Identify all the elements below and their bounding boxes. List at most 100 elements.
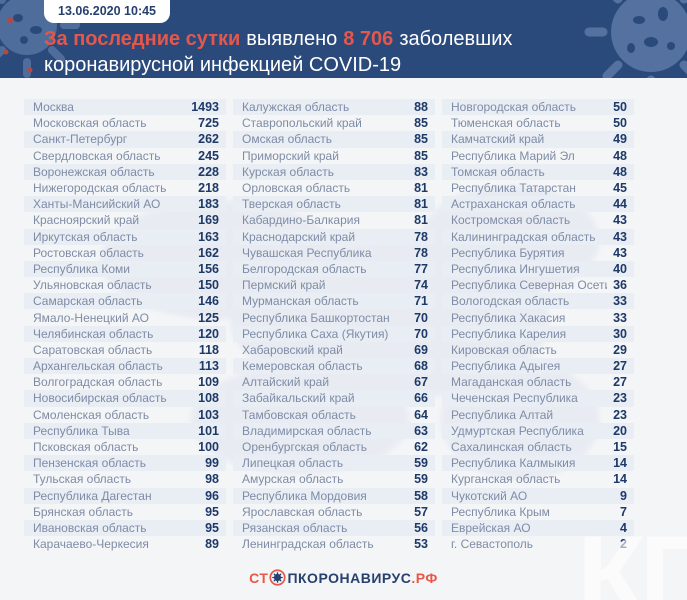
region-count: 48 bbox=[613, 148, 627, 163]
region-count: 125 bbox=[198, 310, 219, 325]
region-count: 85 bbox=[414, 132, 428, 147]
region-count: 85 bbox=[414, 148, 428, 163]
region-count: 99 bbox=[205, 456, 219, 471]
table-row: Кемеровская область 68 bbox=[233, 358, 435, 375]
region-name: Республика Саха (Якутия) bbox=[242, 326, 389, 341]
region-name: Нижегородская область bbox=[33, 181, 167, 196]
region-name: Смоленская область bbox=[33, 407, 150, 422]
region-name: Кировская область bbox=[451, 342, 557, 357]
table-row: Оренбургская область 62 bbox=[233, 439, 435, 455]
region-count: 109 bbox=[198, 375, 219, 390]
virus-icon bbox=[269, 569, 287, 586]
footer: СТ ПКОРОНАВИРУС .РФ bbox=[0, 569, 687, 586]
table-row: Забайкальский край 66 bbox=[233, 390, 435, 407]
region-count: 162 bbox=[198, 245, 219, 260]
region-count: 103 bbox=[198, 407, 219, 422]
region-count: 81 bbox=[414, 197, 428, 212]
region-name: Чувашская Республика bbox=[242, 245, 372, 260]
table-row: Ханты-Мансийский АО 183 bbox=[24, 196, 226, 213]
region-count: 89 bbox=[205, 537, 219, 552]
region-name: Московская область bbox=[33, 116, 147, 131]
region-name: Приморский край bbox=[242, 148, 339, 163]
table-row: Хабаровский край 69 bbox=[233, 342, 435, 358]
region-count: 69 bbox=[414, 342, 428, 357]
region-name: Вологодская область bbox=[451, 294, 570, 309]
region-name: Карачаево-Черкесия bbox=[33, 537, 149, 552]
table-row: Липецкая область 59 bbox=[233, 455, 435, 472]
region-count: 95 bbox=[205, 504, 219, 519]
region-count: 70 bbox=[414, 326, 428, 341]
table-row: Кабардино-Балкария 81 bbox=[233, 212, 435, 228]
table-row: Псковская область 100 bbox=[24, 439, 226, 455]
region-name: Тульская область bbox=[33, 472, 132, 487]
table-row: Республика Коми 156 bbox=[24, 260, 226, 278]
table-row: Республика Хакасия 33 bbox=[442, 309, 634, 325]
region-count: 113 bbox=[198, 359, 219, 374]
region-name: Ульяновская область bbox=[33, 278, 152, 293]
region-name: Иркутская область bbox=[33, 229, 138, 244]
region-name: Республика Коми bbox=[33, 261, 130, 276]
table-row: Ивановская область 95 bbox=[24, 519, 226, 537]
region-name: Хабаровский край bbox=[242, 342, 343, 357]
region-count: 100 bbox=[198, 440, 219, 455]
region-name: Алтайский край bbox=[242, 375, 330, 390]
region-name: Тюменская область bbox=[451, 116, 561, 131]
region-count: 53 bbox=[414, 537, 428, 552]
region-count: 43 bbox=[613, 213, 627, 228]
region-count: 14 bbox=[613, 472, 627, 487]
region-name: Амурская область bbox=[242, 472, 344, 487]
headline-count: 8 706 bbox=[343, 28, 394, 50]
table-row: Курская область 83 bbox=[233, 163, 435, 180]
region-name: Пензенская область bbox=[33, 456, 147, 471]
table-row: Новосибирская область 108 bbox=[24, 390, 226, 407]
table-row: Томская область 48 bbox=[442, 163, 634, 180]
region-name: Рязанская область bbox=[242, 520, 348, 535]
table-row: Смоленская область 103 bbox=[24, 407, 226, 423]
region-count: 27 bbox=[613, 359, 627, 374]
region-name: Архангельская область bbox=[33, 359, 163, 374]
table-row: Воронежская область 228 bbox=[24, 163, 226, 180]
region-name: Республика Татарстан bbox=[451, 181, 576, 196]
table-row: Брянская область 95 bbox=[24, 504, 226, 520]
table-row: Чувашская Республика 78 bbox=[233, 245, 435, 261]
region-count: 50 bbox=[613, 100, 627, 115]
region-count: 30 bbox=[613, 326, 627, 341]
table-row: Орловская область 81 bbox=[233, 180, 435, 196]
region-name: Калужская область bbox=[242, 100, 350, 115]
region-name: Республика Мордовия bbox=[242, 488, 367, 503]
region-name: Челябинская область bbox=[33, 326, 154, 341]
table-row: Ростовская область 162 bbox=[24, 245, 226, 261]
region-name: Республика Алтай bbox=[451, 407, 554, 422]
region-name: Республика Тыва bbox=[33, 423, 130, 438]
region-count: 95 bbox=[205, 520, 219, 535]
region-count: 15 bbox=[613, 440, 627, 455]
table-row: Тульская область 98 bbox=[24, 471, 226, 487]
region-count: 43 bbox=[613, 245, 627, 260]
region-name: Тамбовская область bbox=[242, 407, 356, 422]
region-name: Чеченская Республика bbox=[451, 391, 578, 406]
table-row: Саратовская область 118 bbox=[24, 342, 226, 358]
region-count: 36 bbox=[613, 278, 627, 293]
table-row: Самарская область 146 bbox=[24, 293, 226, 310]
region-name: Липецкая область bbox=[242, 456, 344, 471]
region-name: Курганская область bbox=[451, 472, 561, 487]
table-row: Республика Саха (Якутия) 70 bbox=[233, 325, 435, 342]
region-count: 67 bbox=[414, 375, 428, 390]
region-count: 85 bbox=[414, 116, 428, 131]
region-count: 78 bbox=[414, 229, 428, 244]
logo-middle: ПКОРОНАВИРУС bbox=[287, 569, 412, 586]
region-count: 7 bbox=[620, 504, 627, 519]
table-row: Сахалинская область 15 bbox=[442, 439, 634, 455]
table-row: Костромская область 43 bbox=[442, 212, 634, 228]
table-row: Республика Дагестан 96 bbox=[24, 487, 226, 504]
table-row: Иркутская область 163 bbox=[24, 228, 226, 245]
region-name: Владимирская область bbox=[242, 423, 372, 438]
region-name: Калининградская область bbox=[451, 229, 596, 244]
logo-suffix: .РФ bbox=[411, 569, 438, 586]
region-count: 218 bbox=[198, 181, 219, 196]
region-name: Ставропольский край bbox=[242, 116, 362, 131]
region-count: 88 bbox=[414, 100, 428, 115]
table-row: Тверская область 81 bbox=[233, 196, 435, 213]
region-name: Республика Северная Осетия bbox=[451, 278, 608, 293]
region-name: Свердловская область bbox=[33, 148, 161, 163]
